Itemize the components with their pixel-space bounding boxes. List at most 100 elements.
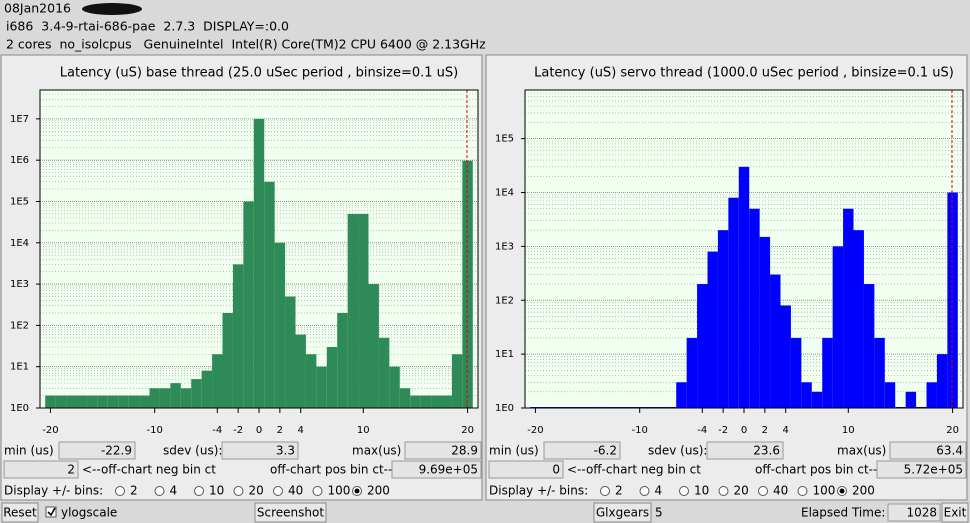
histogram-bar bbox=[686, 337, 698, 408]
histogram-bar bbox=[707, 251, 718, 408]
histogram-bar bbox=[285, 296, 296, 408]
bin-radio[interactable] bbox=[758, 486, 768, 496]
bin-radio[interactable] bbox=[718, 486, 729, 496]
histogram-bar bbox=[326, 346, 338, 408]
y-tick-label: 1E2 bbox=[495, 295, 514, 306]
histogram-bar bbox=[451, 354, 463, 408]
max-value-box bbox=[404, 441, 482, 460]
pos-count-box bbox=[391, 460, 482, 479]
min-value-box bbox=[543, 441, 621, 460]
x-tick-label: -4 bbox=[212, 425, 222, 436]
y-tick-label: 1E2 bbox=[10, 320, 29, 331]
histogram-bar bbox=[822, 337, 833, 408]
histogram-bar bbox=[420, 395, 432, 408]
x-tick-label: 2 bbox=[762, 425, 768, 436]
y-tick-label: 1E4 bbox=[10, 238, 29, 249]
sdev-value: 3.3 bbox=[276, 444, 295, 458]
histogram-bar bbox=[180, 388, 192, 408]
bin-radio[interactable] bbox=[679, 486, 689, 496]
histogram-bar bbox=[305, 354, 317, 408]
bin-radio[interactable] bbox=[194, 486, 204, 496]
ylog-checkbox[interactable] bbox=[45, 506, 57, 518]
ylog-label: ylogscale bbox=[61, 506, 117, 520]
max-label: max(us) bbox=[837, 444, 886, 458]
y-tick-label: 1E5 bbox=[10, 196, 29, 207]
bin-radio[interactable] bbox=[312, 486, 323, 496]
histogram-bar bbox=[728, 197, 739, 408]
histogram-bar bbox=[462, 160, 473, 408]
x-tick-label: 10 bbox=[357, 425, 370, 436]
y-tick-label: 1E0 bbox=[495, 403, 514, 414]
x-tick-label: -2 bbox=[718, 425, 728, 436]
y-tick-label: 1E0 bbox=[10, 403, 29, 414]
histogram-bar bbox=[389, 366, 400, 408]
min-label: min (us) bbox=[4, 444, 54, 458]
bin-radio[interactable] bbox=[154, 486, 165, 496]
x-tick-label: 0 bbox=[741, 425, 747, 436]
bin-radio[interactable] bbox=[233, 486, 244, 496]
pos-label: off-chart pos bin ct--> bbox=[755, 463, 887, 477]
reset-button-label: Reset bbox=[3, 506, 37, 520]
bin-option: 20 bbox=[734, 484, 749, 498]
bin-option: 2 bbox=[615, 484, 623, 498]
histogram-bar bbox=[431, 395, 442, 408]
bins-label: Display +/- bins: bbox=[4, 484, 103, 498]
bin-option: 4 bbox=[655, 484, 663, 498]
min-value: -6.2 bbox=[594, 444, 617, 458]
x-tick-label: -10 bbox=[632, 425, 648, 436]
sdev-value-box bbox=[221, 441, 299, 460]
exit-button[interactable] bbox=[941, 502, 969, 523]
histogram-bar bbox=[801, 382, 812, 408]
histogram-bar bbox=[128, 395, 140, 408]
exit-button-label: Exit bbox=[944, 506, 967, 520]
bin-radio[interactable] bbox=[273, 486, 283, 496]
max-value: 28.9 bbox=[451, 444, 478, 458]
bin-option: 40 bbox=[288, 484, 303, 498]
x-tick-label: 20 bbox=[461, 425, 474, 436]
x-tick-label: 4 bbox=[298, 425, 304, 436]
histogram-bar bbox=[936, 354, 948, 408]
bin-radio[interactable] bbox=[797, 486, 808, 496]
histogram-bar bbox=[697, 284, 708, 408]
histogram-bar bbox=[874, 337, 885, 408]
histogram-bar bbox=[738, 166, 750, 408]
histogram-bar bbox=[86, 395, 98, 408]
bin-option: 2 bbox=[130, 484, 138, 498]
histogram-bar bbox=[770, 274, 781, 408]
histogram-bar bbox=[853, 230, 864, 408]
screenshot-button[interactable] bbox=[254, 502, 327, 523]
y-tick-label: 1E3 bbox=[495, 241, 514, 252]
bin-option: 4 bbox=[170, 484, 178, 498]
pos-count-box bbox=[876, 460, 967, 479]
max-label: max(us) bbox=[352, 444, 401, 458]
neg-label: <--off-chart neg bin ct bbox=[567, 463, 701, 477]
bin-radio[interactable] bbox=[639, 486, 650, 496]
bin-option: 10 bbox=[209, 484, 224, 498]
histogram-bar bbox=[107, 395, 119, 408]
histogram-bar bbox=[45, 395, 56, 408]
max-value-box bbox=[889, 441, 967, 460]
bin-option: 20 bbox=[249, 484, 264, 498]
neg-count-box bbox=[488, 460, 564, 479]
histogram-bar bbox=[780, 305, 791, 408]
histogram-bar bbox=[232, 264, 244, 408]
sdev-label: sdev (us): bbox=[163, 444, 222, 458]
histogram-bar bbox=[811, 391, 823, 408]
reset-button[interactable] bbox=[1, 502, 39, 523]
glxgears-button[interactable] bbox=[593, 502, 652, 523]
histogram-bar bbox=[222, 312, 233, 408]
cpu-info: 2 cores no_isolcpus GenuineIntel Intel(R… bbox=[6, 37, 486, 52]
histogram-bar bbox=[926, 382, 937, 408]
bin-radio-dot bbox=[839, 488, 845, 494]
x-tick-label: -2 bbox=[233, 425, 243, 436]
x-tick-label: -10 bbox=[147, 425, 163, 436]
histogram-bar bbox=[159, 388, 171, 408]
histogram-bar bbox=[905, 391, 917, 408]
bin-radio[interactable] bbox=[600, 486, 610, 496]
histogram-bar bbox=[243, 201, 254, 408]
chart-title: Latency (uS) base thread (25.0 uSec peri… bbox=[60, 66, 458, 81]
bin-radio[interactable] bbox=[115, 486, 125, 496]
x-tick-label: 20 bbox=[946, 425, 959, 436]
date: 08Jan2016 bbox=[4, 1, 71, 16]
